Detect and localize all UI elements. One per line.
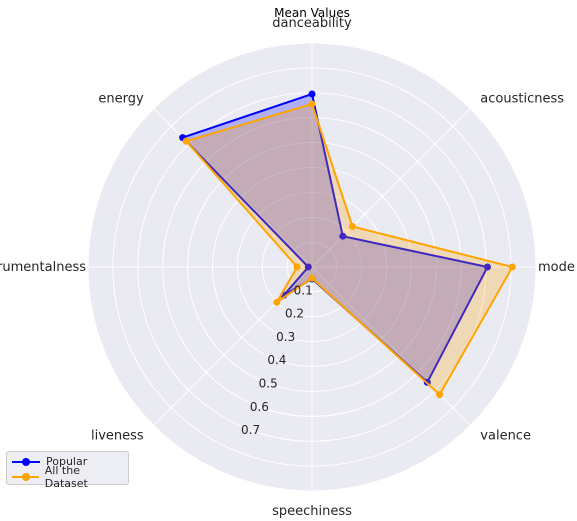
point-all-the-dataset-valence — [436, 391, 444, 399]
tick-label-0.2: 0.2 — [285, 307, 304, 321]
tick-label-0.5: 0.5 — [259, 377, 278, 391]
point-popular-acousticness — [339, 232, 347, 240]
point-all-the-dataset-mode — [508, 263, 516, 271]
legend-entry-popular: Popular — [12, 454, 123, 469]
axis-labels: danceability acousticness mode valence speec… — [0, 16, 575, 519]
grid-lines — [87, 42, 537, 492]
series-fill-all-the-dataset — [186, 104, 513, 395]
legend-marker-all-dataset — [12, 472, 39, 482]
point-popular-danceability — [308, 90, 316, 98]
point-all-the-dataset-liveness — [273, 298, 281, 306]
point-popular-mode — [483, 263, 491, 271]
legend: Popular All the Dataset — [6, 451, 129, 490]
legend-label-all-dataset: All the Dataset — [44, 463, 88, 490]
tick-label-0.7: 0.7 — [241, 423, 260, 437]
axis-label-valence: valence — [480, 428, 531, 443]
point-all-the-dataset-instrumentalness — [293, 263, 301, 271]
tick-label-0.6: 0.6 — [250, 400, 269, 414]
grid-spoke-valence — [311, 266, 471, 426]
legend-label-popular: Popular — [46, 455, 88, 468]
axis-label-danceability: danceability — [272, 16, 352, 31]
radial-tick-labels: 0.1 0.2 0.3 0.4 0.5 0.6 0.7 — [241, 283, 313, 437]
grid-spoke-acousticness — [311, 108, 471, 268]
point-all-the-dataset-danceability — [308, 100, 316, 108]
series-layer — [179, 90, 516, 399]
tick-label-0.4: 0.4 — [267, 353, 286, 367]
axis-label-mode: mode — [538, 260, 575, 275]
tick-label-0.3: 0.3 — [276, 330, 295, 344]
axis-label-instrumentalness: instrumentalness — [0, 260, 86, 275]
axis-label-acousticness: acousticness — [480, 92, 564, 107]
legend-marker-popular — [12, 457, 40, 467]
grid-spoke-energy — [153, 108, 313, 268]
point-all-the-dataset-acousticness — [348, 223, 356, 231]
point-popular-instrumentalness — [304, 263, 312, 271]
axis-label-speechiness: speechiness — [272, 504, 352, 519]
point-all-the-dataset-speechiness — [308, 274, 316, 282]
axis-label-energy: energy — [98, 92, 144, 107]
axis-label-liveness: liveness — [91, 428, 144, 443]
legend-entry-all-dataset: All the Dataset — [12, 464, 123, 490]
point-all-the-dataset-energy — [182, 137, 190, 145]
series-fill-popular — [182, 94, 488, 383]
chart-title: Mean Values — [274, 6, 350, 20]
tick-label-0.1: 0.1 — [294, 283, 313, 297]
